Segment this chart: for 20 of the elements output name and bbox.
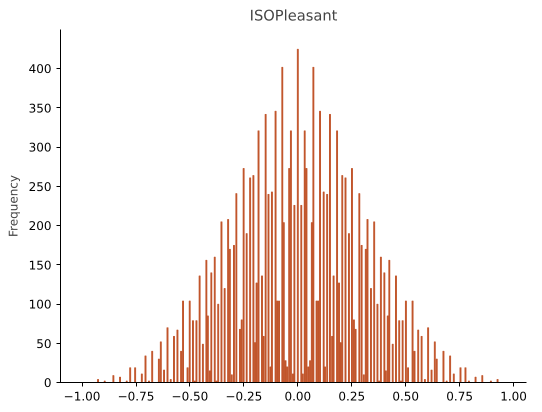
y-axis-title: Frequency xyxy=(6,174,21,237)
y-tick-label: 250 xyxy=(28,180,52,194)
x-tick-label: −0.50 xyxy=(172,390,208,404)
y-tick-label: 200 xyxy=(28,219,52,234)
x-tick-label: −1.00 xyxy=(64,390,100,404)
x-tick-label: 0.75 xyxy=(446,390,473,404)
x-tick-label: −0.25 xyxy=(225,390,262,404)
y-tick-label: 100 xyxy=(28,298,52,312)
y-tick-label: 150 xyxy=(28,258,52,272)
x-tick-label: 1.00 xyxy=(500,390,527,404)
x-tick-label: 0.25 xyxy=(338,390,366,404)
y-tick-label: 400 xyxy=(28,62,52,76)
x-tick-label: 0.00 xyxy=(284,390,312,404)
y-tick-label: 300 xyxy=(28,140,52,155)
chart-title: ISOPleasant xyxy=(250,8,338,24)
y-tick-label: 350 xyxy=(28,101,52,116)
x-tick-label: 0.50 xyxy=(392,390,420,404)
x-tick-label: −0.75 xyxy=(118,390,154,404)
y-tick-label: 0 xyxy=(44,376,52,390)
y-tick-label: 50 xyxy=(36,336,52,351)
